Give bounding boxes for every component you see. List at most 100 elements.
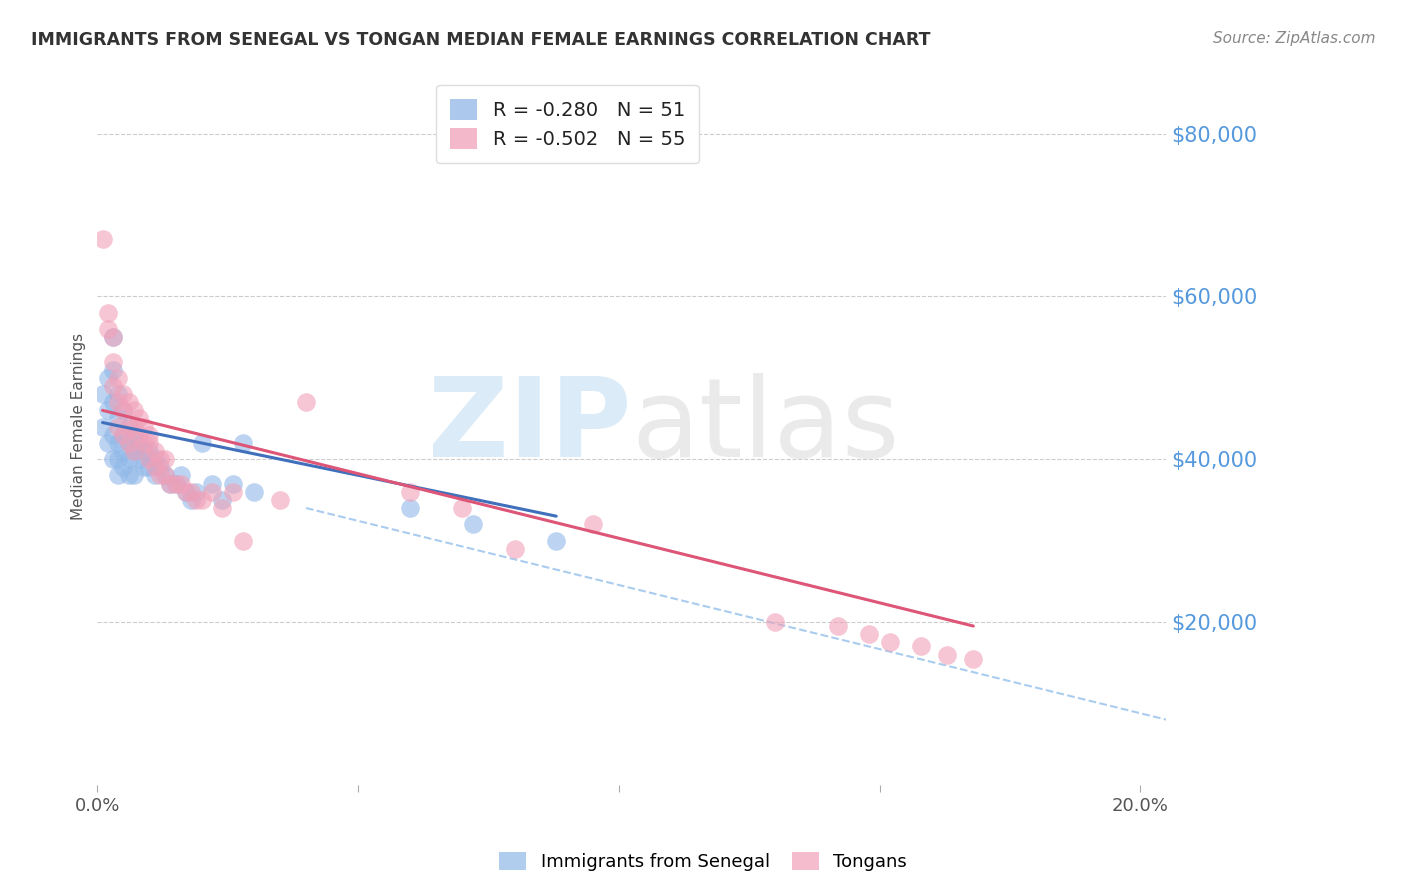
Point [153,452,176,467]
Point [112,427,135,442]
Point [97,371,120,385]
Point [117,436,139,450]
Point [101,427,124,442]
Point [295,395,318,409]
Point [128,427,150,442]
Point [399,501,422,516]
Point [117,419,139,434]
Point [143,444,166,458]
Point [763,615,786,629]
Point [101,379,124,393]
Point [879,635,901,649]
Point [134,444,156,458]
Point [107,452,129,467]
Point [174,484,197,499]
Point [399,484,422,499]
Point [134,419,156,434]
Point [190,436,212,450]
Point [128,436,150,450]
Point [91,419,114,434]
Text: ZIP: ZIP [429,373,631,480]
Point [97,322,120,336]
Point [153,468,176,483]
Text: IMMIGRANTS FROM SENEGAL VS TONGAN MEDIAN FEMALE EARNINGS CORRELATION CHART: IMMIGRANTS FROM SENEGAL VS TONGAN MEDIAN… [31,31,931,49]
Point [143,468,166,483]
Point [117,436,139,450]
Point [232,436,254,450]
Point [117,468,139,483]
Point [128,452,150,467]
Text: Source: ZipAtlas.com: Source: ZipAtlas.com [1212,31,1375,46]
Point [962,651,984,665]
Point [107,419,129,434]
Point [858,627,880,641]
Point [211,501,233,516]
Point [138,460,160,475]
Point [582,517,605,532]
Point [101,395,124,409]
Point [153,468,176,483]
Point [149,460,172,475]
Point [122,468,145,483]
Point [134,436,156,450]
Point [101,330,124,344]
Point [170,476,193,491]
Point [117,452,139,467]
Point [97,403,120,417]
Point [186,484,208,499]
Point [201,476,224,491]
Point [546,533,568,548]
Point [128,411,150,425]
Point [461,517,484,532]
Point [112,460,135,475]
Point [107,468,129,483]
Point [112,444,135,458]
Point [165,476,187,491]
Point [149,468,172,483]
Point [122,444,145,458]
Point [827,619,849,633]
Point [107,436,129,450]
Point [138,444,160,458]
Point [451,501,474,516]
Point [122,444,145,458]
Point [201,484,224,499]
Point [159,476,181,491]
Point [138,452,160,467]
Legend: R = -0.280   N = 51, R = -0.502   N = 55: R = -0.280 N = 51, R = -0.502 N = 55 [436,86,699,163]
Point [112,403,135,417]
Point [134,460,156,475]
Point [174,484,197,499]
Point [101,452,124,467]
Point [138,427,160,442]
Point [211,492,233,507]
Point [180,484,202,499]
Legend: Immigrants from Senegal, Tongans: Immigrants from Senegal, Tongans [492,845,914,879]
Point [159,476,181,491]
Point [107,371,129,385]
Point [143,452,166,467]
Point [170,468,193,483]
Text: atlas: atlas [631,373,900,480]
Point [107,387,129,401]
Point [97,436,120,450]
Point [165,476,187,491]
Point [112,387,135,401]
Point [107,411,129,425]
Point [180,492,202,507]
Point [149,452,172,467]
Point [910,640,932,654]
Point [186,492,208,507]
Y-axis label: Median Female Earnings: Median Female Earnings [72,333,86,520]
Point [107,395,129,409]
Point [190,492,212,507]
Point [269,492,291,507]
Point [936,648,959,662]
Point [101,330,124,344]
Point [122,427,145,442]
Point [97,306,120,320]
Point [243,484,266,499]
Point [101,362,124,376]
Point [138,436,160,450]
Point [91,232,114,246]
